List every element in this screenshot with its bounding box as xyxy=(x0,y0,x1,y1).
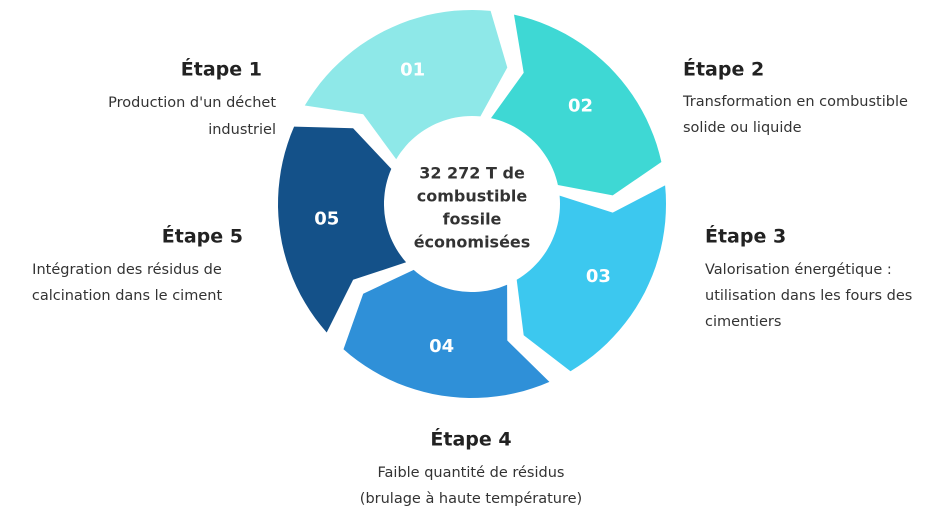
step-title: Étape 4 xyxy=(430,428,511,451)
step-description: Intégration des résidus de xyxy=(32,262,222,278)
center-text: économisées xyxy=(414,233,531,252)
step-description: Valorisation énergétique : xyxy=(705,262,892,278)
cycle-segment xyxy=(516,185,666,372)
step-description: Transformation en combustible xyxy=(682,94,908,110)
step-description: Production d'un déchet xyxy=(108,95,276,111)
step-description: utilisation dans les fours des xyxy=(705,288,912,304)
step-description: solide ou liquide xyxy=(683,120,802,136)
center-text: fossile xyxy=(443,210,502,229)
cycle-segment xyxy=(278,126,407,333)
cycle-segment xyxy=(491,14,662,196)
step-title: Étape 1 xyxy=(181,58,262,81)
step-title: Étape 3 xyxy=(705,225,786,248)
step-description: Faible quantité de résidus xyxy=(378,465,565,481)
step-title: Étape 2 xyxy=(683,58,764,81)
step-description: calcination dans le ciment xyxy=(32,288,223,304)
step-number: 05 xyxy=(314,208,339,229)
center-text: combustible xyxy=(417,187,528,206)
step-description: cimentiers xyxy=(705,314,781,330)
step-title: Étape 5 xyxy=(162,225,243,248)
step-description: (brulage à haute température) xyxy=(360,491,582,507)
step-number: 03 xyxy=(586,266,611,287)
step-number: 04 xyxy=(429,336,454,357)
step-description: industriel xyxy=(208,122,276,138)
step-number: 01 xyxy=(400,60,425,81)
center-text: 32 272 T de xyxy=(419,164,525,183)
cycle-segment xyxy=(343,269,550,398)
cycle-segment xyxy=(304,10,508,160)
center-circle xyxy=(389,121,555,287)
step-number: 02 xyxy=(568,95,593,116)
